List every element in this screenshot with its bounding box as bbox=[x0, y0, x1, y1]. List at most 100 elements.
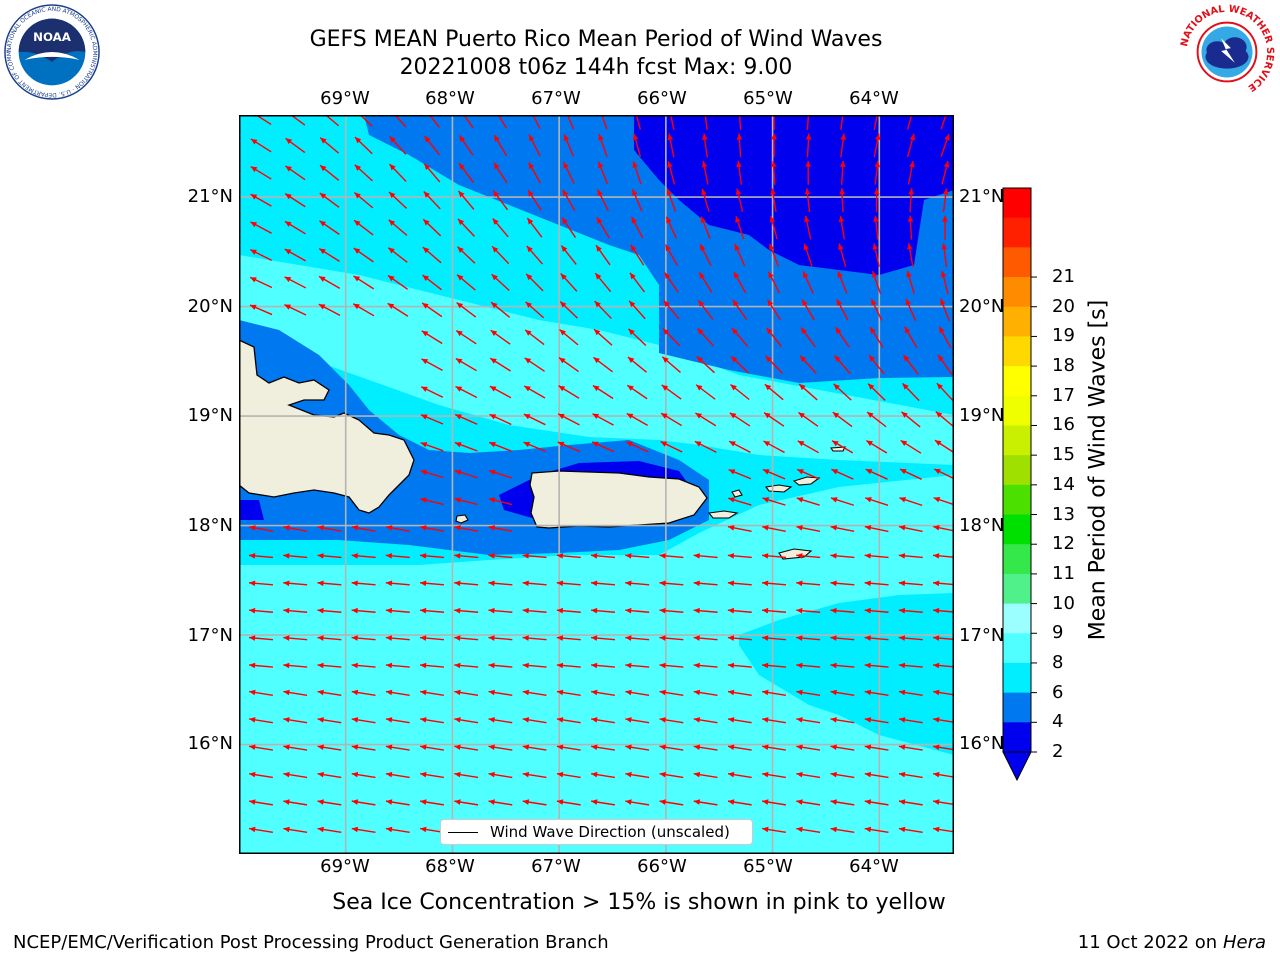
wave-direction-arrow bbox=[662, 328, 681, 347]
map-legend: Wind Wave Direction (unscaled) bbox=[440, 819, 753, 845]
wave-direction-arrow bbox=[249, 304, 273, 316]
wave-direction-arrow bbox=[769, 243, 779, 267]
wave-direction-arrow bbox=[420, 414, 444, 425]
wave-direction-arrow bbox=[592, 384, 614, 400]
wave-direction-arrow bbox=[796, 468, 820, 480]
right-lat-label-17n: 17°N bbox=[959, 625, 1005, 646]
wave-direction-arrow bbox=[524, 357, 545, 372]
wave-direction-arrow bbox=[528, 162, 542, 184]
mona-island bbox=[455, 514, 469, 524]
wave-direction-arrow bbox=[488, 607, 513, 614]
wave-direction-arrow bbox=[834, 355, 851, 375]
wave-direction-arrow bbox=[522, 689, 547, 696]
wave-direction-arrow bbox=[727, 689, 752, 696]
wave-direction-arrow bbox=[867, 383, 886, 401]
wave-direction-arrow bbox=[771, 133, 777, 158]
wave-direction-arrow bbox=[830, 771, 855, 779]
wave-direction-arrow bbox=[796, 689, 821, 696]
wave-direction-arrow bbox=[906, 133, 916, 158]
wave-direction-arrow bbox=[556, 607, 581, 614]
wave-direction-arrow bbox=[454, 799, 479, 806]
wave-direction-arrow bbox=[562, 189, 576, 211]
wave-direction-arrow bbox=[659, 799, 684, 806]
wave-direction-arrow bbox=[526, 217, 543, 238]
top-lon-label-66w: 66°W bbox=[637, 88, 687, 109]
wave-direction-arrow bbox=[490, 301, 511, 318]
wave-direction-arrow bbox=[625, 662, 650, 669]
wave-direction-arrow bbox=[351, 689, 376, 696]
wave-direction-arrow bbox=[940, 115, 947, 130]
bottom-lon-label-65w: 65°W bbox=[743, 856, 793, 877]
wave-direction-arrow bbox=[695, 412, 717, 427]
wave-direction-arrow bbox=[865, 468, 888, 480]
wave-direction-arrow bbox=[250, 138, 272, 153]
wave-direction-arrow bbox=[490, 329, 511, 345]
wave-direction-arrow bbox=[830, 607, 855, 614]
wave-direction-arrow bbox=[865, 439, 888, 454]
period-4-6-zone-south bbox=[739, 593, 954, 755]
wave-direction-arrow bbox=[317, 744, 342, 751]
wave-direction-arrow bbox=[693, 580, 718, 587]
wave-direction-arrow bbox=[936, 382, 954, 402]
wave-direction-arrow bbox=[493, 134, 508, 157]
wave-direction-arrow bbox=[840, 115, 844, 130]
wave-direction-arrow bbox=[488, 799, 513, 806]
wave-direction-arrow bbox=[454, 469, 478, 479]
wave-direction-arrow bbox=[730, 355, 749, 374]
wave-direction-arrow bbox=[454, 662, 479, 669]
wave-direction-arrow bbox=[556, 635, 581, 641]
wave-direction-arrow bbox=[800, 327, 816, 348]
wave-direction-arrow bbox=[419, 635, 445, 641]
footer-date: 11 Oct 2022 on Hera bbox=[1078, 932, 1266, 953]
wave-direction-arrow bbox=[317, 553, 342, 559]
wave-direction-arrow bbox=[556, 799, 581, 806]
wave-direction-arrow bbox=[773, 115, 775, 131]
wave-direction-arrow bbox=[351, 525, 376, 532]
wave-direction-arrow bbox=[389, 136, 407, 155]
wave-direction-arrow bbox=[420, 826, 444, 833]
wave-direction-arrow bbox=[727, 635, 752, 641]
wave-direction-arrow bbox=[556, 580, 581, 587]
wave-direction-arrow bbox=[488, 662, 513, 669]
wave-direction-arrow bbox=[898, 553, 923, 559]
wave-direction-arrow bbox=[457, 218, 475, 237]
wave-direction-arrow bbox=[796, 826, 821, 833]
wave-direction-arrow bbox=[872, 243, 880, 267]
wave-direction-arrow bbox=[830, 717, 855, 724]
colorbar-segment bbox=[1003, 722, 1031, 753]
wave-direction-arrow bbox=[489, 357, 511, 372]
bottom-lon-label-69w: 69°W bbox=[320, 856, 370, 877]
wave-direction-arrow bbox=[590, 580, 616, 587]
wave-direction-arrow bbox=[419, 662, 445, 669]
wave-direction-arrow bbox=[796, 607, 821, 614]
wave-direction-arrow bbox=[283, 689, 308, 696]
wave-direction-arrow bbox=[491, 273, 510, 292]
wave-direction-arrow bbox=[284, 248, 307, 262]
wave-direction-arrow bbox=[830, 635, 855, 641]
period-below-2-zone-west bbox=[239, 500, 264, 520]
wave-direction-arrow bbox=[385, 607, 410, 614]
wave-direction-arrow bbox=[458, 135, 474, 156]
wave-direction-arrow bbox=[497, 115, 508, 129]
top-lon-label-64w: 64°W bbox=[849, 88, 899, 109]
wave-direction-arrow bbox=[864, 607, 889, 614]
wave-direction-arrow bbox=[454, 635, 479, 641]
wave-direction-arrow bbox=[864, 744, 889, 751]
wave-direction-arrow bbox=[420, 497, 444, 506]
wave-direction-arrow bbox=[632, 161, 642, 185]
wave-direction-arrow bbox=[590, 607, 616, 614]
wave-direction-arrow bbox=[385, 662, 410, 669]
wave-direction-arrow bbox=[761, 662, 787, 669]
wave-direction-arrow bbox=[318, 248, 340, 262]
wave-direction-arrow bbox=[558, 385, 580, 399]
wave-direction-arrow bbox=[941, 243, 948, 267]
wave-direction-arrow bbox=[388, 191, 408, 209]
wave-direction-arrow bbox=[796, 744, 821, 751]
wave-direction-arrow bbox=[898, 580, 923, 587]
wave-direction-arrow bbox=[625, 689, 650, 696]
wave-direction-arrow bbox=[762, 525, 786, 533]
wave-direction-arrow bbox=[697, 299, 714, 320]
wave-direction-arrow bbox=[523, 441, 546, 453]
wave-direction-arrow bbox=[318, 275, 341, 290]
sea-ice-note: Sea Ice Concentration > 15% is shown in … bbox=[332, 890, 946, 915]
